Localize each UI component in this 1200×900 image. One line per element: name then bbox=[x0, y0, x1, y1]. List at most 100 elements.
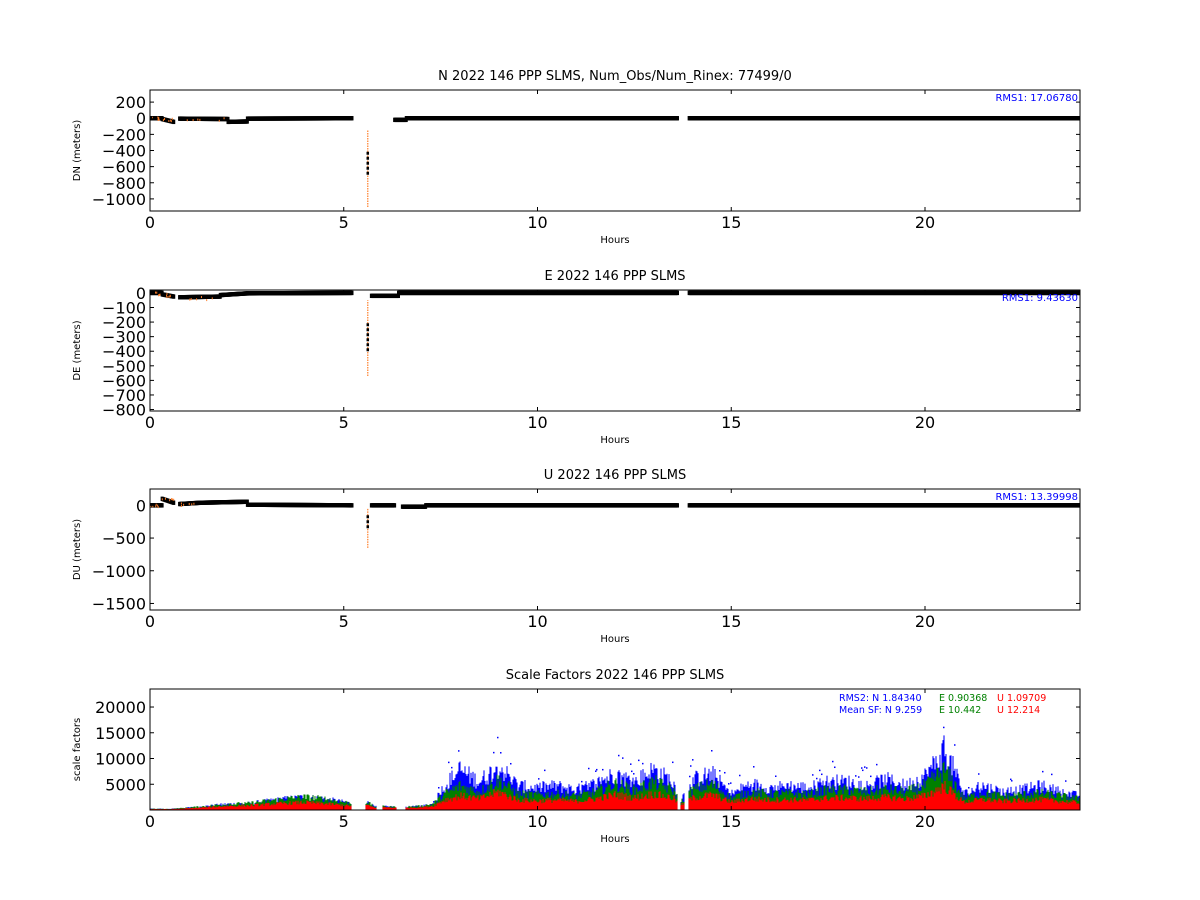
outlier-point bbox=[858, 776, 860, 778]
y-tick-label: −800 bbox=[102, 174, 146, 193]
plot-area bbox=[150, 496, 1080, 548]
trace-segment bbox=[687, 503, 1080, 508]
error-point bbox=[166, 294, 168, 297]
x-tick-label: 20 bbox=[915, 413, 935, 432]
trace-segment bbox=[226, 119, 249, 125]
outlier-point bbox=[602, 768, 604, 771]
y-tick-label: −500 bbox=[102, 529, 146, 548]
data-point bbox=[160, 503, 164, 508]
y-tick-label: −1000 bbox=[92, 562, 146, 581]
error-point bbox=[159, 293, 161, 296]
trace-segment bbox=[160, 496, 176, 505]
plot-area bbox=[150, 726, 1080, 810]
error-point bbox=[166, 292, 168, 295]
x-tick-label: 0 bbox=[145, 213, 155, 232]
error-point bbox=[170, 120, 172, 123]
error-point bbox=[223, 117, 225, 120]
error-point bbox=[169, 295, 171, 298]
error-point bbox=[170, 119, 172, 122]
outlier-point bbox=[968, 786, 970, 789]
error-point bbox=[188, 502, 190, 505]
outlier-point bbox=[595, 770, 597, 772]
trace-segment bbox=[400, 504, 428, 509]
trace-segment bbox=[397, 290, 679, 296]
y-tick-label: −1000 bbox=[92, 190, 146, 209]
outlier-point bbox=[876, 763, 878, 766]
error-point bbox=[191, 503, 193, 506]
plot-area bbox=[150, 290, 1080, 377]
outlier-point bbox=[730, 782, 732, 784]
error-point bbox=[161, 498, 163, 501]
data-point bbox=[172, 294, 176, 299]
outlier-point bbox=[812, 774, 814, 776]
outlier-point bbox=[630, 763, 632, 765]
outlier-point bbox=[642, 762, 644, 765]
x-tick-label: 15 bbox=[721, 213, 741, 232]
outlier-point bbox=[631, 770, 633, 773]
trace-segment bbox=[245, 290, 354, 296]
outlier-point bbox=[1011, 780, 1013, 782]
error-point bbox=[180, 502, 182, 505]
outlier-point bbox=[638, 759, 640, 762]
data-point bbox=[676, 116, 679, 121]
y-tick-label: −1500 bbox=[92, 594, 146, 613]
error-point bbox=[173, 498, 175, 501]
outlier-point bbox=[438, 787, 440, 789]
trace-segment bbox=[160, 116, 176, 125]
x-tick-label: 5 bbox=[339, 213, 349, 232]
outlier-point bbox=[943, 726, 945, 729]
x-tick-label: 20 bbox=[915, 612, 935, 631]
data-point bbox=[172, 500, 176, 505]
trace-segment bbox=[369, 503, 397, 508]
trace-segment bbox=[404, 116, 679, 121]
error-point bbox=[193, 502, 195, 505]
error-point bbox=[155, 291, 157, 294]
error-point bbox=[192, 119, 194, 122]
error-point bbox=[164, 497, 166, 500]
error-point bbox=[158, 293, 160, 296]
y-tick-label: 0 bbox=[136, 109, 146, 128]
error-point bbox=[166, 296, 168, 299]
data-point bbox=[397, 293, 400, 299]
x-axis-label: Hours bbox=[600, 634, 629, 645]
outlier-point bbox=[581, 780, 583, 783]
error-point bbox=[197, 118, 199, 121]
chart-title: U 2022 146 PPP SLMS bbox=[544, 468, 686, 483]
axes-frame bbox=[149, 488, 1081, 611]
x-tick-label: 5 bbox=[339, 413, 349, 432]
y-tick-label: −500 bbox=[102, 357, 146, 376]
trace-segment bbox=[178, 294, 222, 302]
x-tick-label: 0 bbox=[145, 413, 155, 432]
y-axis-label: DE (meters) bbox=[72, 320, 83, 380]
outlier-point bbox=[493, 751, 495, 754]
error-point bbox=[156, 291, 158, 294]
error-point bbox=[211, 297, 213, 300]
x-axis-label: Hours bbox=[600, 235, 629, 246]
data-point bbox=[676, 290, 679, 296]
outlier-point bbox=[711, 750, 713, 752]
outlier-point bbox=[448, 761, 450, 764]
chart-title: E 2022 146 PPP SLMS bbox=[544, 269, 685, 284]
outlier-point bbox=[618, 754, 620, 757]
outlier-point bbox=[834, 766, 836, 769]
error-point bbox=[190, 298, 192, 301]
outlier-point bbox=[510, 762, 512, 765]
error-point bbox=[218, 119, 220, 122]
rms-annotation: RMS1: 9.43630 bbox=[1002, 293, 1078, 304]
error-point bbox=[157, 116, 159, 119]
y-tick-label: −200 bbox=[102, 125, 146, 144]
y-tick-label: 0 bbox=[136, 496, 146, 515]
outlier-point bbox=[622, 757, 624, 759]
error-point bbox=[168, 120, 170, 123]
y-tick-label: −400 bbox=[102, 342, 146, 361]
y-axis-label: DU (meters) bbox=[72, 519, 83, 580]
trace-segment bbox=[245, 116, 354, 121]
outlier-point bbox=[689, 775, 691, 778]
axes-frame bbox=[149, 289, 1081, 412]
y-tick-label: −600 bbox=[102, 158, 146, 177]
error-point bbox=[199, 118, 201, 121]
trace-segment bbox=[160, 292, 176, 299]
